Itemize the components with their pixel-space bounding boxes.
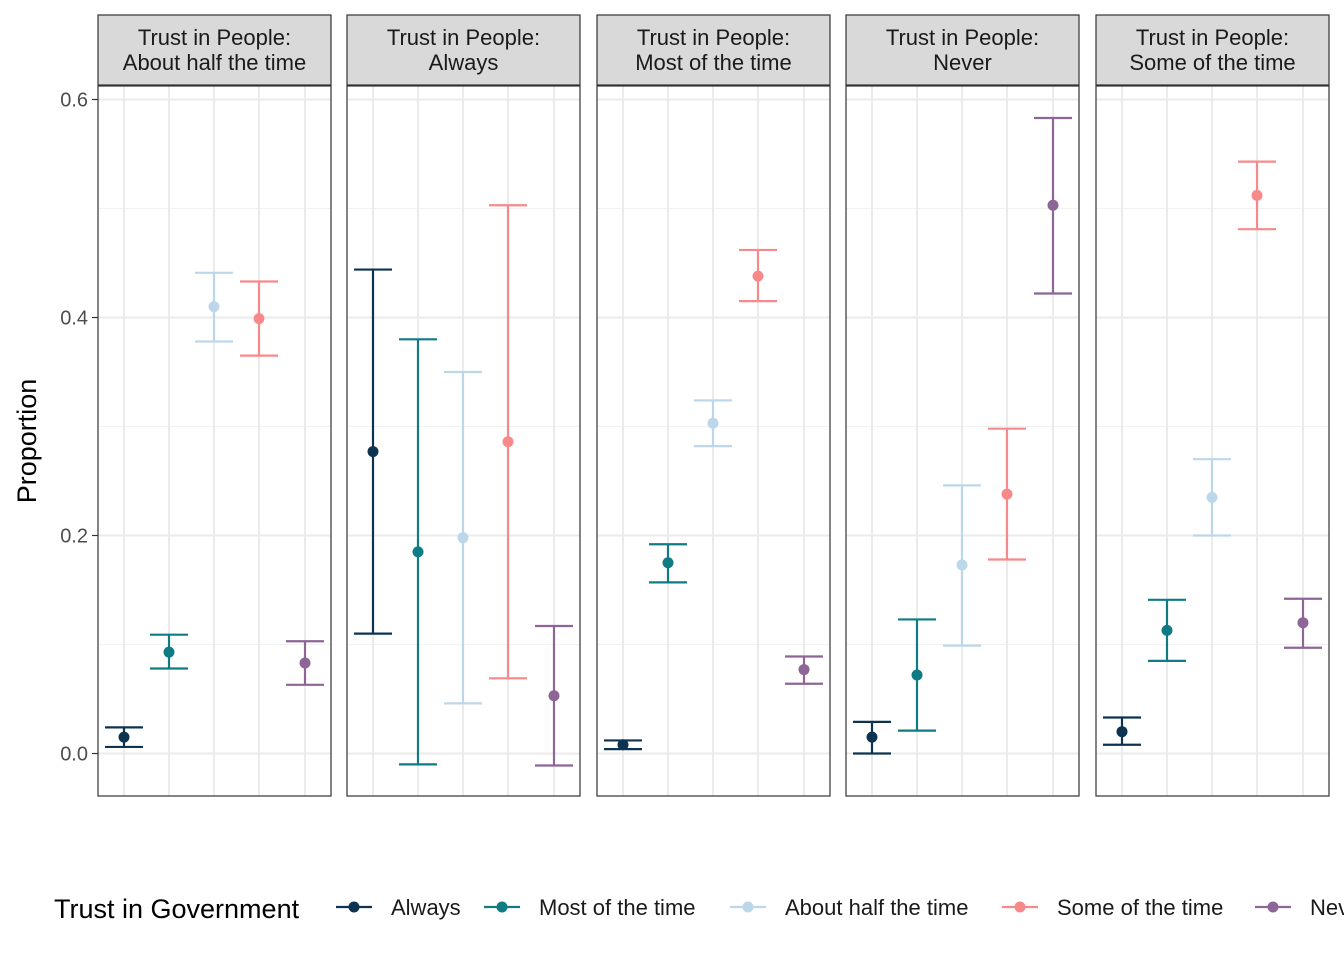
legend-key-point [1267, 901, 1279, 913]
data-point [1251, 189, 1263, 201]
y-axis: 0.0 0.2 0.4 0.6 [60, 90, 98, 766]
facet-strip [845, 14, 1080, 86]
legend-label: Some of the time [1057, 895, 1223, 920]
y-axis-title: Proportion [12, 379, 42, 504]
panel-border [596, 85, 831, 797]
data-point [548, 690, 560, 702]
y-tick-label: 0.6 [60, 90, 88, 112]
y-tick-label: 0.4 [60, 308, 88, 330]
legend-key-point [1014, 901, 1026, 913]
facet-strip-label: Most of the time [635, 50, 792, 75]
legend-key-point [348, 901, 360, 913]
data-point [911, 669, 923, 681]
facet-strip-prefix: Trust in People: [886, 25, 1039, 50]
data-point [1001, 488, 1013, 500]
data-point [163, 646, 175, 658]
panel-3: Trust in People:Never [845, 14, 1080, 797]
y-tick-label: 0.2 [60, 526, 88, 548]
panel-border [845, 85, 1080, 797]
data-point [118, 731, 130, 743]
data-point [1116, 726, 1128, 738]
facet-strip-prefix: Trust in People: [637, 25, 790, 50]
panel-0: Trust in People:About half the time [97, 14, 332, 797]
panel-border [346, 85, 581, 797]
panel-border [97, 85, 332, 797]
y-tick-label: 0.0 [60, 744, 88, 766]
panel-2: Trust in People:Most of the time [596, 14, 831, 797]
legend-label: Most of the time [539, 895, 696, 920]
data-point [367, 446, 379, 458]
facet-strip-prefix: Trust in People: [1136, 25, 1289, 50]
data-point [1206, 491, 1218, 503]
legend-key-point [742, 901, 754, 913]
legend-title: Trust in Government [54, 894, 300, 924]
panels: Trust in People:About half the timeTrust… [97, 14, 1330, 797]
data-point [707, 417, 719, 429]
data-point [299, 657, 311, 669]
legend: Trust in Government Always Most of the tim… [54, 894, 1344, 924]
data-point [617, 739, 629, 751]
legend-key-point [496, 901, 508, 913]
data-point [502, 436, 514, 448]
data-point [412, 546, 424, 558]
data-point [208, 301, 220, 313]
facet-strip-label: Always [429, 50, 499, 75]
data-point [253, 313, 265, 325]
facet-strip-label: Never [933, 50, 992, 75]
panel-4: Trust in People:Some of the time [1095, 14, 1330, 797]
facet-strip-prefix: Trust in People: [138, 25, 291, 50]
data-point [1297, 617, 1309, 629]
legend-label: About half the time [785, 895, 968, 920]
legend-label: Always [391, 895, 461, 920]
facet-strip [97, 14, 332, 86]
data-point [457, 532, 469, 544]
facet-strip [596, 14, 831, 86]
data-point [956, 559, 968, 571]
facet-strip-prefix: Trust in People: [387, 25, 540, 50]
panel-1: Trust in People:Always [346, 14, 581, 797]
data-point [1161, 624, 1173, 636]
facet-strip-label: Some of the time [1129, 50, 1295, 75]
legend-label: Never [1310, 895, 1344, 920]
panel-border [1095, 85, 1330, 797]
data-point [1047, 199, 1059, 211]
facet-strip-label: About half the time [123, 50, 306, 75]
data-point [662, 557, 674, 569]
data-point [752, 270, 764, 282]
data-point [798, 664, 810, 676]
facet-strip [1095, 14, 1330, 86]
facet-strip [346, 14, 581, 86]
data-point [866, 731, 878, 743]
